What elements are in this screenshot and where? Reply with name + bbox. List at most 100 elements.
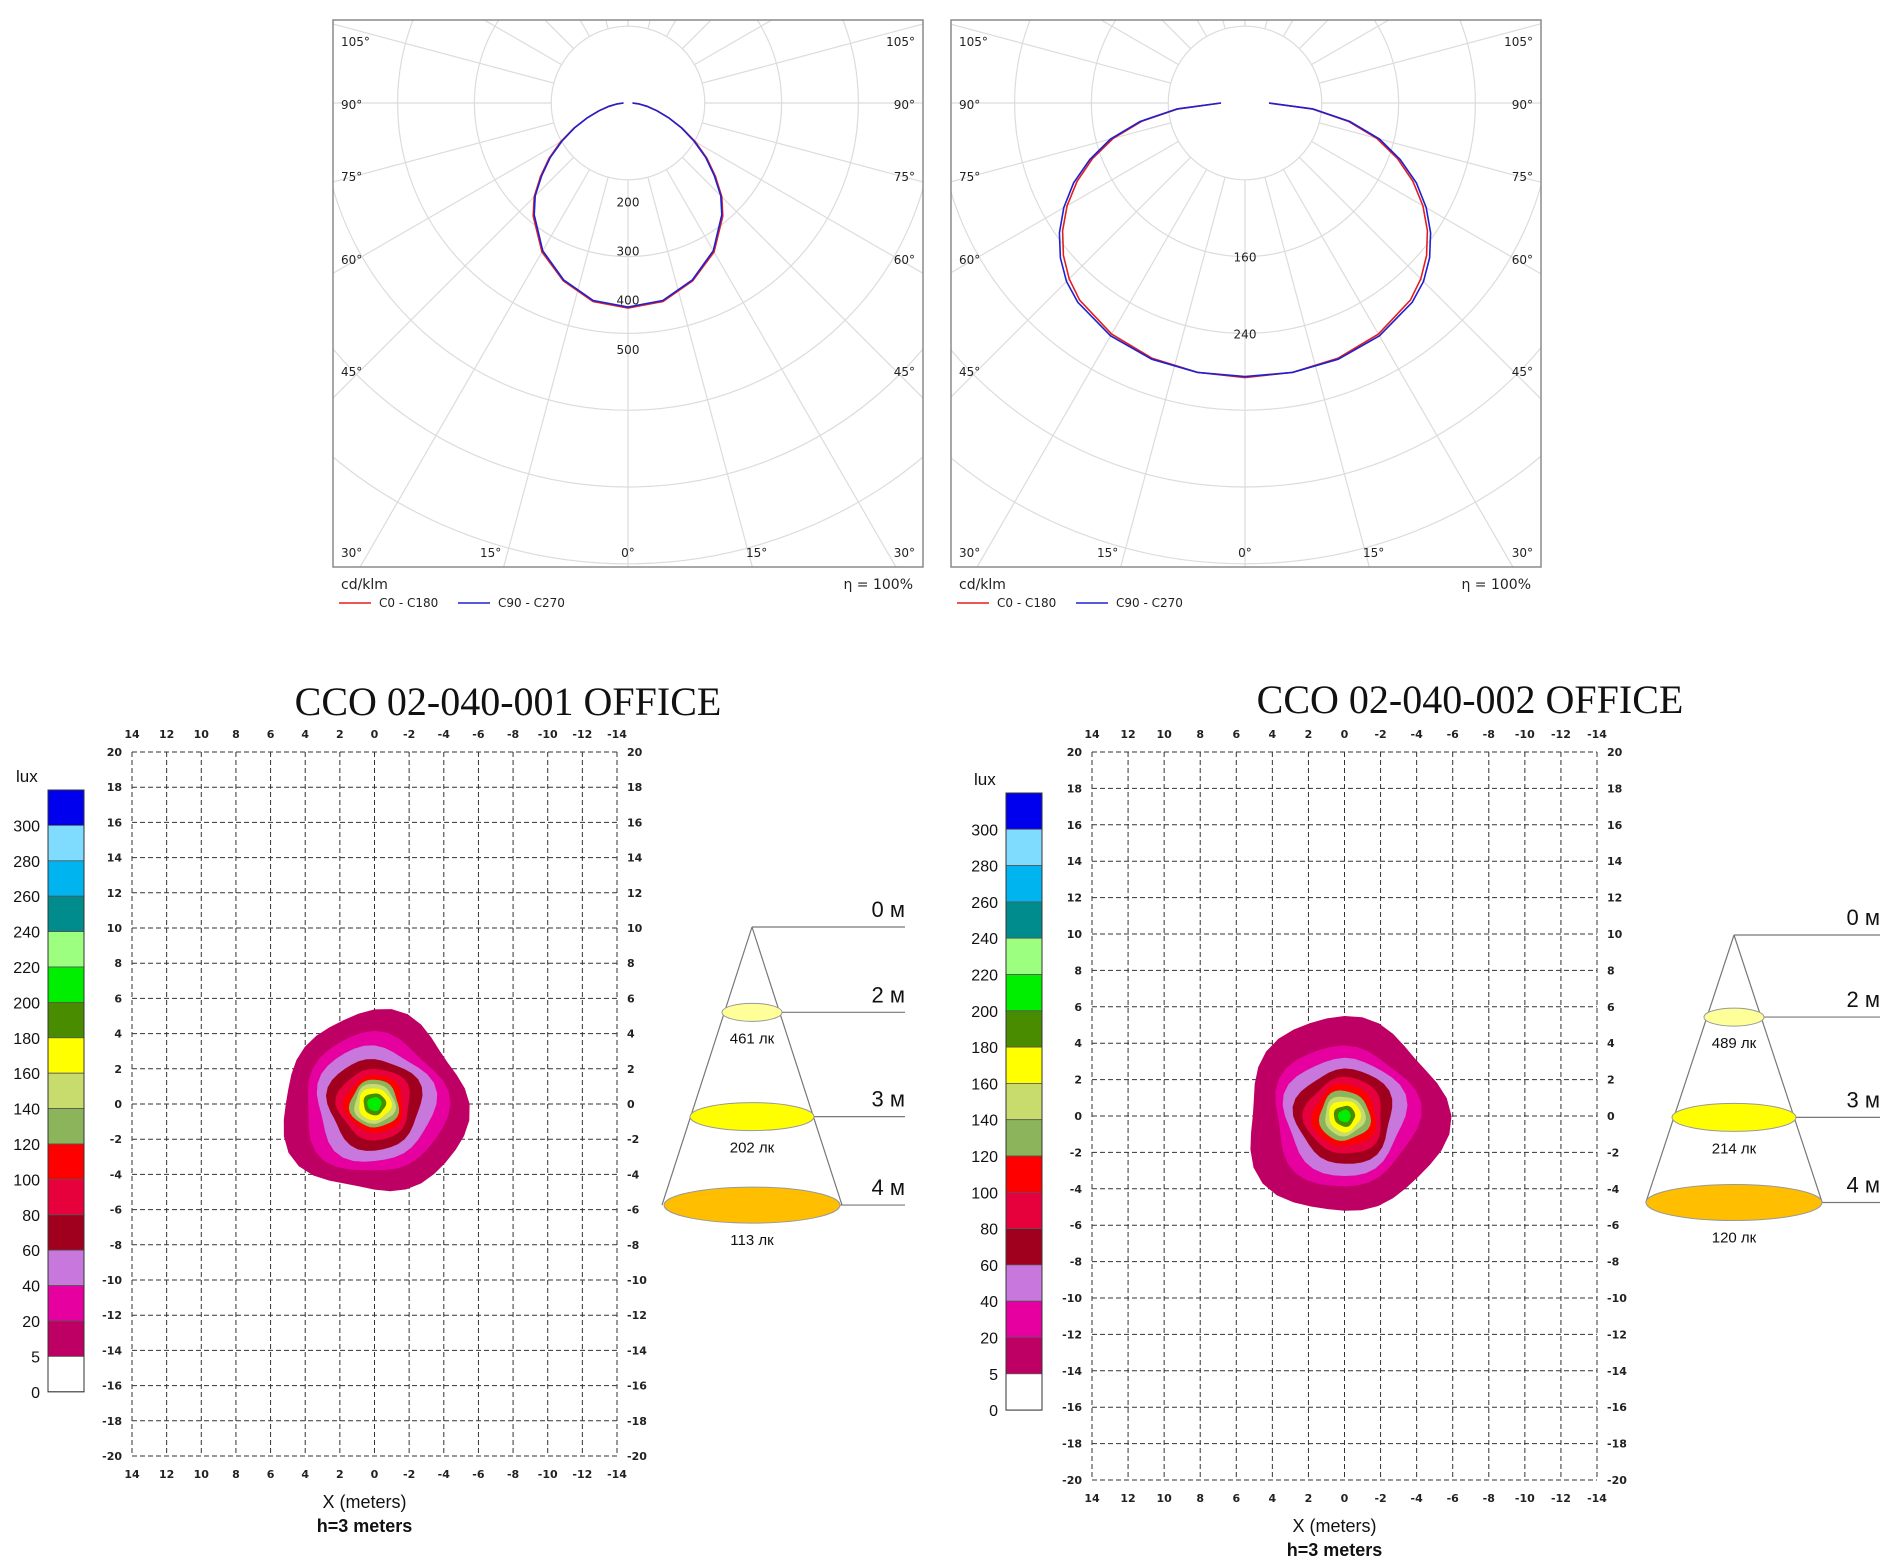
scale-swatch <box>47 1320 85 1357</box>
y-tick-right: 0 <box>1607 1110 1615 1123</box>
y-tick-left: 8 <box>1074 964 1082 977</box>
scale-label: 200 <box>13 995 40 1012</box>
chart-title: CCO 02-040-001 OFFICE <box>295 679 722 724</box>
y-tick-left: 0 <box>114 1098 122 1111</box>
cone-ring <box>721 1002 783 1022</box>
x-tick-top: 0 <box>371 728 379 741</box>
polar-spoke <box>665 169 897 567</box>
x-tick-bottom: 2 <box>336 1468 344 1481</box>
x-tick-bottom: -10 <box>538 1468 558 1481</box>
height-label: h=3 meters <box>1287 1540 1383 1560</box>
y-tick-right: 14 <box>627 852 643 865</box>
y-tick-right: -18 <box>627 1415 647 1428</box>
x-tick-top: -12 <box>572 728 592 741</box>
x-tick-bottom: 6 <box>1232 1492 1240 1505</box>
scale-label: 80 <box>22 1208 40 1225</box>
cone-ring <box>1671 1102 1797 1132</box>
x-tick-top: -8 <box>1483 728 1495 741</box>
x-tick-bottom: -6 <box>1447 1492 1460 1505</box>
scale-swatch <box>47 1072 85 1109</box>
cone-ring <box>689 1102 815 1132</box>
ring-value-label: 300 <box>617 244 640 258</box>
scale-swatch <box>1005 1046 1043 1084</box>
polar-spoke <box>647 20 651 29</box>
scale-swatch <box>1005 901 1043 939</box>
y-tick-left: -12 <box>102 1309 122 1322</box>
x-tick-top: 6 <box>267 728 275 741</box>
y-tick-left: 18 <box>1067 782 1082 795</box>
light-cone: 0 м 2 м 3 м 4 м 461 лк 202 лк 113 лк <box>661 897 905 1249</box>
polar-spoke <box>681 156 923 399</box>
y-tick-left: -8 <box>110 1239 122 1252</box>
x-tick-top: 12 <box>159 728 174 741</box>
y-tick-left: 20 <box>107 746 123 759</box>
scale-swatch <box>47 931 85 968</box>
x-tick-bottom: 14 <box>1084 1492 1100 1505</box>
y-tick-right: -14 <box>627 1344 647 1357</box>
y-tick-left: -20 <box>1062 1474 1082 1487</box>
scale-swatch <box>47 1214 85 1251</box>
polar-chart-2: 160 240 105° 105° 90° 90° 75° 75° 60° 60° 45° 45° 30… <box>950 19 1542 610</box>
ring-value-label: 200 <box>617 195 640 209</box>
y-tick-right: -20 <box>627 1450 647 1463</box>
x-tick-bottom: 4 <box>301 1468 309 1481</box>
cone-illuminance-label: 214 лк <box>1712 1140 1757 1157</box>
scale-unit-label: lux <box>16 767 38 786</box>
x-tick-bottom: 2 <box>1305 1492 1313 1505</box>
angle-label-bottom: 15° <box>746 546 767 560</box>
scale-swatch <box>47 1002 85 1039</box>
efficiency-label: η = 100% <box>1461 577 1531 593</box>
x-tick-top: -6 <box>1447 728 1460 741</box>
y-tick-left: 6 <box>1074 1001 1082 1014</box>
scale-label: 220 <box>971 968 998 985</box>
polar-series-c90-c270 <box>533 102 723 308</box>
y-tick-right: 10 <box>627 922 643 935</box>
scale-swatch <box>1005 1155 1043 1193</box>
polar-spoke <box>333 23 554 84</box>
polar-series-c0-c180 <box>1061 102 1429 379</box>
y-tick-left: 18 <box>107 781 122 794</box>
x-tick-top: 2 <box>336 728 344 741</box>
angle-label-bottom: 0° <box>621 546 635 560</box>
y-tick-left: -8 <box>1070 1256 1082 1269</box>
polar-spoke <box>702 122 923 183</box>
y-tick-right: 16 <box>1607 819 1623 832</box>
angle-label-left: 45° <box>341 365 362 379</box>
scale-swatch <box>47 1356 85 1393</box>
y-tick-right: -2 <box>1607 1146 1619 1159</box>
polar-ring <box>1167 25 1323 181</box>
polar-frame <box>332 19 924 568</box>
polar-spoke <box>359 169 591 567</box>
y-tick-left: -16 <box>1062 1401 1082 1414</box>
scale-swatch <box>1005 1373 1043 1411</box>
polar-spoke <box>1311 20 1390 66</box>
y-tick-right: -6 <box>1607 1219 1620 1232</box>
scale-label: 280 <box>13 854 40 871</box>
polar-spoke <box>951 23 1171 84</box>
polar-spoke <box>1120 177 1226 567</box>
scale-swatch <box>47 966 85 1003</box>
x-tick-top: -12 <box>1551 728 1571 741</box>
angle-label-right: 75° <box>894 170 915 184</box>
scale-label: 220 <box>13 960 40 977</box>
x-tick-top: -4 <box>438 728 451 741</box>
y-tick-right: -18 <box>1607 1438 1627 1451</box>
x-tick-bottom: 10 <box>194 1468 210 1481</box>
scale-label: 200 <box>971 1004 998 1021</box>
y-tick-right: 2 <box>1607 1074 1615 1087</box>
scale-swatch <box>1005 974 1043 1012</box>
scale-label: 260 <box>971 895 998 912</box>
polar-spoke <box>1161 20 1192 50</box>
angle-label-left: 75° <box>341 170 362 184</box>
x-tick-top: 14 <box>124 728 140 741</box>
polar-spoke <box>681 20 712 50</box>
angle-label-left: 75° <box>959 170 980 184</box>
scale-label: 100 <box>971 1185 998 1202</box>
legend-label: C90 - C270 <box>1116 596 1183 610</box>
angle-label-left: 105° <box>341 35 370 49</box>
x-tick-bottom: 0 <box>371 1468 379 1481</box>
scale-label: 40 <box>22 1279 40 1296</box>
y-tick-right: 20 <box>627 746 643 759</box>
y-tick-right: -10 <box>627 1274 647 1287</box>
scale-swatch <box>1005 792 1043 830</box>
